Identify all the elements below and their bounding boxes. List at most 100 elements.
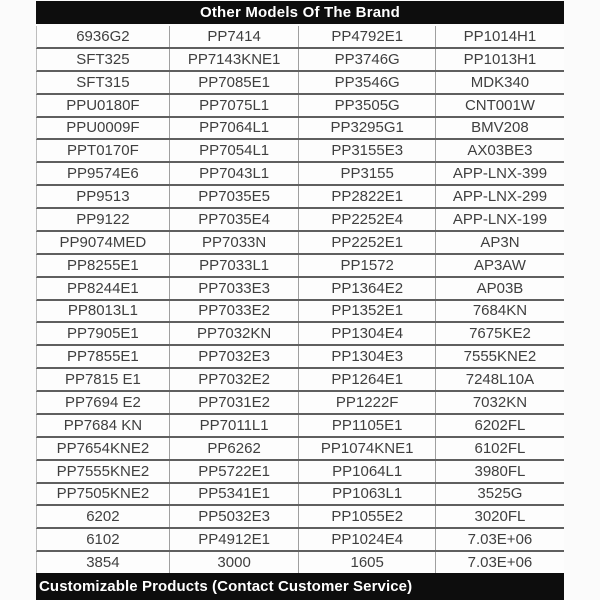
table-cell: CNT001W (464, 96, 535, 114)
table-cell: 7248L10A (465, 371, 535, 389)
table-cell: SFT315 (37, 71, 170, 93)
table-cell: PP1064L1 (299, 460, 436, 482)
table-row: PP8255E1 PP7033L1 PP1572 AP3AW (36, 254, 564, 278)
table-cell: PP3546G (299, 71, 436, 93)
table-cell: PP7011L1 (170, 414, 300, 436)
table-row: 3854 3000 1605 7.03E+06 (36, 552, 564, 573)
table-row: PPU0009F PP7064L1 PP3295G1 BMV208 (36, 117, 564, 141)
table-cell: APP-LNX-299 (452, 188, 548, 206)
table-cell: 7555KNE2 (463, 348, 537, 366)
table-cell: PP7085E1 (170, 71, 300, 93)
table-cell: 7.03E+06 (467, 554, 533, 572)
table-cell: PP7555KNE2 (37, 460, 170, 482)
table-cell: PP7031E2 (170, 392, 300, 413)
table-cell: PPU0009F (37, 117, 170, 139)
table-cell: PP7032E3 (170, 346, 300, 368)
table-cell: 6936G2 (37, 26, 170, 47)
table-cell: MDK340 (470, 73, 530, 91)
table-cell: PP5341E1 (170, 483, 300, 505)
table-cell: PP4792E1 (299, 26, 436, 47)
table-cell: PP3155E3 (299, 140, 436, 162)
table-row: PP7555KNE2 PP5722E1 PP1064L1 3980FL (36, 460, 564, 484)
table-cell: PP3746G (299, 48, 436, 70)
table-row: SFT315 PP7085E1 PP3546G MDK340 (36, 71, 564, 95)
table-cell: PP1063L1 (299, 483, 436, 505)
table-cell: 6202 (37, 506, 170, 528)
table-cell: AP3N (480, 233, 520, 251)
table-cell: AP3AW (473, 256, 526, 274)
table-cell: PP2252E4 (299, 209, 436, 230)
table-cell: 7675KE2 (469, 325, 531, 343)
table-cell: PP1304E4 (299, 323, 436, 345)
table-cell: PP2822E1 (299, 186, 436, 207)
table-cell: PP6262 (170, 437, 300, 459)
table-cell: BMV208 (471, 119, 529, 137)
table-row: PP9574E6 PP7043L1 PP3155 APP-LNX-399 (36, 163, 564, 187)
table-cell: 6202FL (474, 416, 526, 434)
table-cell: PP9574E6 (37, 163, 170, 185)
table-cell: PP2252E1 (299, 231, 436, 253)
table-cell: PP1222F (299, 392, 436, 413)
table-cell: PP3295G1 (299, 117, 436, 139)
table-cell: PP7075L1 (170, 94, 300, 116)
table-cell: PP1055E2 (299, 506, 436, 528)
table-cell: PP7064L1 (170, 117, 300, 139)
table-row: PP7684 KN PP7011L1 PP1105E1 6202FL (36, 414, 564, 438)
table-cell: 6102 (37, 529, 170, 551)
table-cell: PP1013H1 (463, 50, 537, 68)
table-row: PP9513 PP7035E5 PP2822E1 APP-LNX-299 (36, 186, 564, 209)
table-title-bar: Other Models Of The Brand (36, 1, 564, 24)
table-row: PP9074MED PP7033N PP2252E1 AP3N (36, 231, 564, 255)
table-cell: PP1014H1 (463, 27, 537, 45)
table-row: PP8013L1 PP7033E2 PP1352E1 7684KN (36, 300, 564, 324)
table-cell: 3854 (37, 552, 170, 573)
table-cell: APP-LNX-399 (452, 165, 548, 183)
table-cell: SFT325 (37, 48, 170, 70)
table-cell: PP7905E1 (37, 323, 170, 345)
table-row: PP7505KNE2 PP5341E1 PP1063L1 3525G (36, 483, 564, 507)
table-cell: PP1264E1 (299, 369, 436, 390)
table-cell: 3525G (477, 485, 523, 503)
table-title: Other Models Of The Brand (199, 4, 400, 21)
table-cell: 3980FL (474, 462, 526, 480)
table-row: PP7654KNE2 PP6262 PP1074KNE1 6102FL (36, 437, 564, 461)
table-cell: PP7694 E2 (37, 392, 170, 413)
table-cell: PPU0180F (37, 94, 170, 116)
table-cell: PP3505G (299, 94, 436, 116)
table-cell: PP3155 (299, 163, 436, 185)
table-cell: PP7033E2 (170, 300, 300, 322)
table-row: 6102 PP4912E1 PP1024E4 7.03E+06 (36, 529, 564, 553)
table-row: 6202 PP5032E3 PP1055E2 3020FL (36, 506, 564, 530)
table-row: PPU0180F PP7075L1 PP3505G CNT001W (36, 94, 564, 118)
table-cell: APP-LNX-199 (452, 210, 548, 228)
table-cell: PP1572 (299, 254, 436, 276)
table-cell: 3020FL (474, 508, 526, 526)
footer-note: Customizable Products (Contact Customer … (39, 578, 413, 595)
table-cell: PP1304E3 (299, 346, 436, 368)
table-cell: PP1024E4 (299, 529, 436, 551)
table-cell: 6102FL (474, 439, 526, 457)
table-cell: PP9074MED (37, 231, 170, 253)
table-cell: PP7654KNE2 (37, 437, 170, 459)
table-cell: AP03B (476, 279, 524, 297)
table-cell: PP7035E4 (170, 209, 300, 230)
table-cell: PP1364E2 (299, 277, 436, 299)
table-cell: PP7414 (170, 26, 300, 47)
table-cell: PP8244E1 (37, 277, 170, 299)
table-cell: PP9122 (37, 209, 170, 230)
table-cell: PP1105E1 (299, 414, 436, 436)
table-cell: PP7043L1 (170, 163, 300, 185)
table-row: SFT325 PP7143KNE1 PP3746G PP1013H1 (36, 48, 564, 72)
table-cell: PP7684 KN (37, 414, 170, 436)
table-cell: 7032KN (472, 393, 528, 411)
table-cell: PP4912E1 (170, 529, 300, 551)
table-cell: PP1352E1 (299, 300, 436, 322)
table-cell: PP8255E1 (37, 254, 170, 276)
table-cell: PP7035E5 (170, 186, 300, 207)
table-cell: PP1074KNE1 (299, 437, 436, 459)
table-cell: PP7032E2 (170, 369, 300, 390)
models-table: Other Models Of The Brand 6936G2 PP7414 PP… (36, 0, 564, 600)
table-row: PP7855E1 PP7032E3 PP1304E3 7555KNE2 (36, 346, 564, 370)
table-cell: PPT0170F (37, 140, 170, 162)
table-cell: PP9513 (37, 186, 170, 207)
